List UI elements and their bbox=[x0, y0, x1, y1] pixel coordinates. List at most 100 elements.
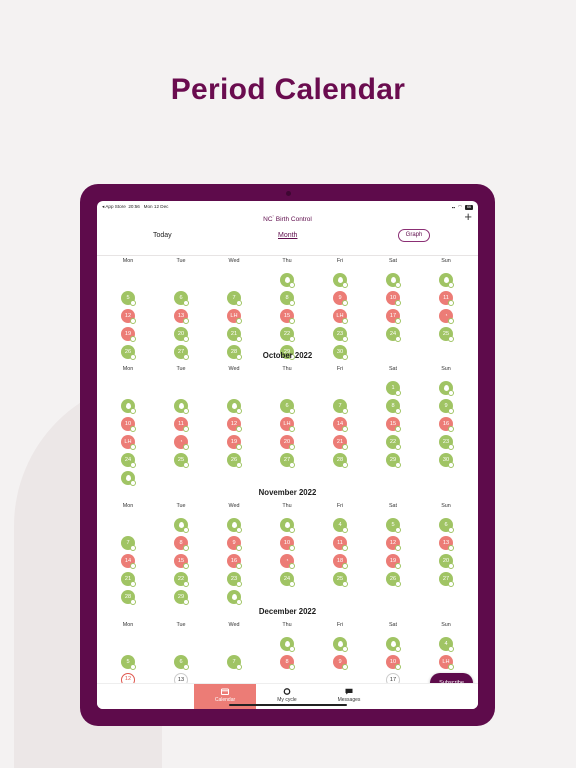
calendar-day[interactable]: 29 bbox=[386, 453, 401, 468]
calendar-day[interactable]: 7 bbox=[227, 291, 242, 306]
calendar-day[interactable]: 27 bbox=[280, 453, 295, 468]
calendar-scroll[interactable]: Mon Tue Wed Thu Fri Sat Sun 5 6 7 8 9 10 11 12 13 LH 15 LH… bbox=[97, 256, 478, 687]
calendar-day[interactable]: 17 bbox=[386, 309, 401, 324]
calendar-day[interactable]: 24 bbox=[280, 572, 295, 587]
calendar-day[interactable] bbox=[386, 273, 401, 288]
calendar-day[interactable] bbox=[280, 273, 295, 288]
calendar-day[interactable]: 14 bbox=[333, 417, 348, 432]
calendar-day[interactable]: 8 bbox=[280, 655, 295, 670]
calendar-day[interactable]: 8 bbox=[174, 536, 189, 551]
calendar-day[interactable]: 25 bbox=[439, 327, 454, 342]
calendar-day[interactable]: 6 bbox=[174, 655, 189, 670]
calendar-day[interactable] bbox=[121, 399, 136, 414]
calendar-day[interactable] bbox=[439, 273, 454, 288]
calendar-day[interactable]: LH bbox=[439, 655, 454, 670]
calendar-day[interactable]: 8 bbox=[386, 399, 401, 414]
calendar-day[interactable]: 5 bbox=[121, 655, 136, 670]
calendar-day[interactable]: 1 bbox=[386, 381, 401, 396]
calendar-day[interactable]: LH bbox=[121, 435, 136, 450]
calendar-day[interactable]: 25 bbox=[333, 572, 348, 587]
calendar-day[interactable]: 7 bbox=[227, 655, 242, 670]
calendar-day[interactable] bbox=[227, 590, 242, 605]
calendar-day[interactable]: 28 bbox=[333, 453, 348, 468]
calendar-day[interactable]: 6 bbox=[280, 399, 295, 414]
calendar-day[interactable]: 11 bbox=[439, 291, 454, 306]
tab-messages[interactable]: Messages bbox=[318, 684, 380, 709]
month-tab[interactable]: Month bbox=[278, 232, 298, 239]
calendar-day[interactable]: 30 bbox=[333, 345, 348, 360]
calendar-day[interactable]: 19 bbox=[386, 554, 401, 569]
calendar-day[interactable] bbox=[280, 518, 295, 533]
calendar-day[interactable]: 27 bbox=[439, 572, 454, 587]
calendar-day[interactable]: 8 bbox=[280, 291, 295, 306]
calendar-day[interactable]: 13 bbox=[439, 536, 454, 551]
calendar-day[interactable]: 23 bbox=[227, 572, 242, 587]
calendar-day[interactable]: 11 bbox=[174, 417, 189, 432]
calendar-day[interactable]: ◔ bbox=[174, 435, 189, 450]
calendar-day[interactable]: 9 bbox=[227, 536, 242, 551]
calendar-day[interactable]: 20 bbox=[439, 554, 454, 569]
calendar-day[interactable]: 10 bbox=[386, 291, 401, 306]
calendar-day[interactable]: 7 bbox=[121, 536, 136, 551]
calendar-day[interactable] bbox=[121, 471, 136, 486]
calendar-day[interactable]: 18 bbox=[333, 554, 348, 569]
calendar-day[interactable]: 7 bbox=[333, 399, 348, 414]
calendar-day[interactable]: 14 bbox=[121, 554, 136, 569]
calendar-day[interactable]: 12 bbox=[227, 417, 242, 432]
calendar-day[interactable]: 10 bbox=[386, 655, 401, 670]
calendar-day[interactable]: 19 bbox=[121, 327, 136, 342]
calendar-day[interactable]: 4 bbox=[439, 637, 454, 652]
calendar-day[interactable]: 21 bbox=[333, 435, 348, 450]
calendar-day[interactable]: 19 bbox=[227, 435, 242, 450]
calendar-day[interactable]: 24 bbox=[386, 327, 401, 342]
calendar-day[interactable]: 30 bbox=[439, 453, 454, 468]
calendar-day[interactable]: 9 bbox=[333, 655, 348, 670]
calendar-day[interactable] bbox=[174, 518, 189, 533]
calendar-day[interactable] bbox=[174, 399, 189, 414]
calendar-day[interactable]: LH bbox=[227, 309, 242, 324]
calendar-day[interactable]: 26 bbox=[121, 345, 136, 360]
calendar-day[interactable]: ◔ bbox=[280, 554, 295, 569]
calendar-day[interactable]: 13 bbox=[174, 309, 189, 324]
calendar-day[interactable]: 20 bbox=[174, 327, 189, 342]
calendar-day[interactable]: 23 bbox=[333, 327, 348, 342]
calendar-day[interactable]: 11 bbox=[333, 536, 348, 551]
calendar-day[interactable]: 9 bbox=[333, 291, 348, 306]
calendar-day[interactable]: 16 bbox=[439, 417, 454, 432]
calendar-day[interactable]: LH bbox=[280, 417, 295, 432]
calendar-day[interactable] bbox=[227, 399, 242, 414]
calendar-day[interactable] bbox=[439, 381, 454, 396]
calendar-day[interactable]: 20 bbox=[280, 435, 295, 450]
calendar-day[interactable]: 15 bbox=[386, 417, 401, 432]
calendar-day[interactable]: 4 bbox=[333, 518, 348, 533]
calendar-day[interactable]: 25 bbox=[174, 453, 189, 468]
calendar-day[interactable]: 12 bbox=[386, 536, 401, 551]
calendar-day[interactable]: 10 bbox=[280, 536, 295, 551]
calendar-day[interactable]: 27 bbox=[174, 345, 189, 360]
calendar-day[interactable]: 28 bbox=[227, 345, 242, 360]
calendar-day[interactable] bbox=[386, 637, 401, 652]
calendar-day[interactable]: 24 bbox=[121, 453, 136, 468]
calendar-day[interactable]: 10 bbox=[121, 417, 136, 432]
calendar-day[interactable]: ◔ bbox=[439, 309, 454, 324]
tab-my-cycle[interactable]: My cycle bbox=[256, 684, 318, 709]
calendar-day[interactable]: 22 bbox=[386, 435, 401, 450]
calendar-day[interactable]: LH bbox=[333, 309, 348, 324]
calendar-day[interactable]: 16 bbox=[227, 554, 242, 569]
calendar-day[interactable] bbox=[333, 637, 348, 652]
calendar-day[interactable]: 29 bbox=[280, 345, 295, 360]
calendar-day[interactable]: 23 bbox=[439, 435, 454, 450]
calendar-day[interactable]: 26 bbox=[386, 572, 401, 587]
plus-icon[interactable]: + bbox=[464, 209, 472, 224]
calendar-day[interactable]: 28 bbox=[121, 590, 136, 605]
calendar-day[interactable]: 6 bbox=[174, 291, 189, 306]
calendar-day[interactable]: 12 bbox=[121, 309, 136, 324]
calendar-day[interactable]: 22 bbox=[174, 572, 189, 587]
calendar-day[interactable]: 22 bbox=[280, 327, 295, 342]
calendar-day[interactable]: 5 bbox=[386, 518, 401, 533]
calendar-day[interactable] bbox=[227, 518, 242, 533]
today-button[interactable]: Today bbox=[153, 232, 172, 239]
calendar-day[interactable]: 26 bbox=[227, 453, 242, 468]
calendar-day[interactable]: 15 bbox=[174, 554, 189, 569]
calendar-day[interactable] bbox=[280, 637, 295, 652]
